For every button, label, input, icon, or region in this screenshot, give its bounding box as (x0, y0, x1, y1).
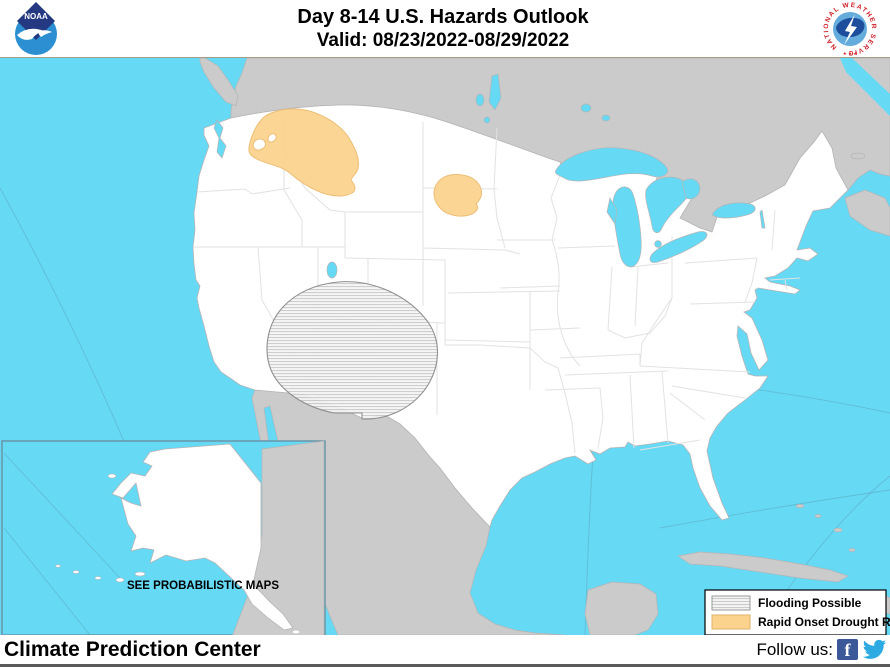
valid-range: Valid: 08/23/2022-08/29/2022 (316, 29, 570, 51)
alaska-note: SEE PROBABILISTIC MAPS (127, 580, 279, 592)
nws-lightning-icon (844, 13, 857, 45)
header-titles: Day 8-14 U.S. Hazards Outlook Valid: 08/… (64, 5, 822, 53)
aleutian-islands (55, 473, 301, 635)
vancouver-island (199, 58, 239, 107)
drought-risk-areas (248, 108, 482, 217)
header: NOAA Day 8-14 U.S. Hazards Outlook Valid… (0, 0, 890, 57)
drought-area-northwest (248, 108, 359, 197)
legend-label-flood: Flooding Possible (758, 596, 862, 610)
flood-possible-area (266, 281, 439, 420)
social-links: Follow us: f (756, 639, 887, 660)
noaa-gull-icon (17, 28, 44, 40)
legend-swatch-drought (711, 614, 751, 630)
hazards-map: SEE PROBABILISTIC MAPS Flooding Possible… (0, 57, 890, 635)
yucatan (584, 581, 659, 635)
nws-stars: ★ ★ ★ (843, 51, 859, 56)
map-legend: Flooding Possible Rapid Onset Drought Ri… (704, 589, 890, 635)
legend-label-drought: Rapid Onset Drought Risk (758, 615, 890, 629)
facebook-icon[interactable]: f (837, 639, 858, 660)
footer: Climate Prediction Center Follow us: f (0, 635, 890, 667)
gulf-st-lawrence (840, 58, 890, 116)
alaska-inset: SEE PROBABILISTIC MAPS (1, 440, 326, 635)
org-name: Climate Prediction Center (4, 637, 261, 661)
contiguous-us (192, 104, 849, 528)
page-title: Day 8-14 U.S. Hazards Outlook (297, 5, 589, 28)
great-lakes (213, 73, 766, 279)
noaa-logo-text: NOAA (24, 12, 48, 21)
drought-area-dakotas (433, 173, 482, 217)
nws-logo-icon: NATIONAL WEATHER SERVICE ★ ★ ★ (822, 1, 877, 56)
alaska-region (111, 443, 294, 631)
noaa-logo-icon: NOAA (15, 2, 57, 55)
legend-swatch-flood (711, 595, 751, 611)
follow-us-label: Follow us: (756, 639, 833, 659)
nova-scotia (844, 189, 890, 237)
twitter-icon[interactable] (863, 639, 887, 660)
